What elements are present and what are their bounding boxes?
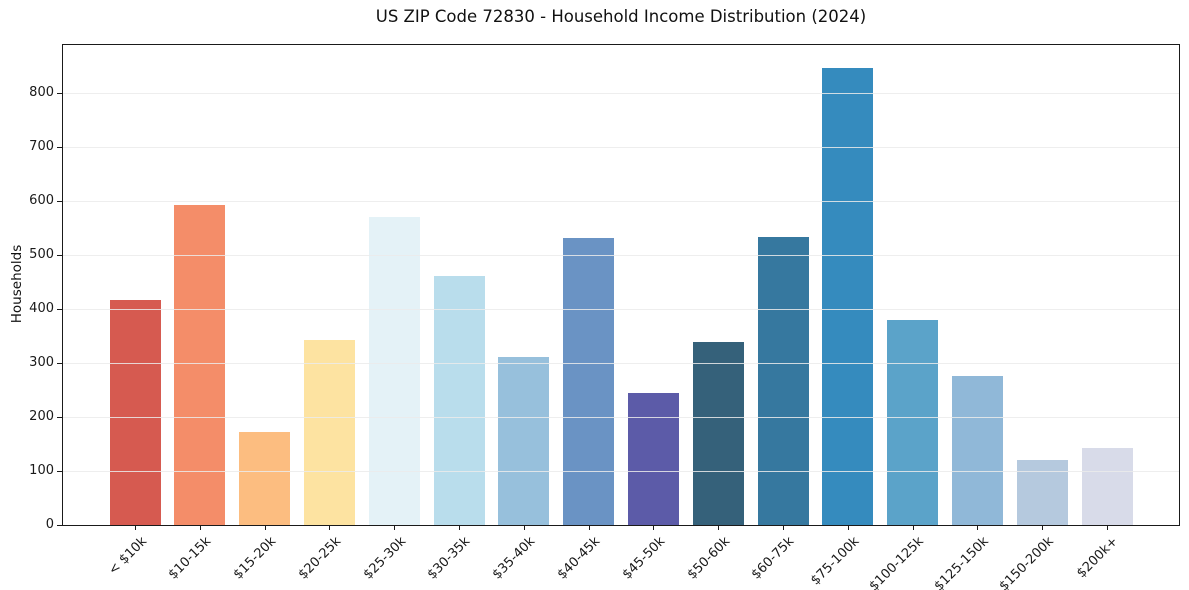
bar xyxy=(239,432,291,525)
x-tick-mark xyxy=(912,526,914,530)
y-tick-mark xyxy=(57,417,62,418)
gridline xyxy=(63,471,1179,472)
y-tick-label: 800 xyxy=(29,85,54,101)
y-tick-label: 500 xyxy=(29,247,54,263)
x-tick-mark xyxy=(199,526,201,530)
y-tick-mark xyxy=(57,147,62,149)
bar xyxy=(368,217,420,525)
x-tick-label: $200k+ xyxy=(1074,534,1122,582)
x-tick-label: $40-45k xyxy=(554,534,604,583)
bar xyxy=(498,357,550,525)
bar xyxy=(303,339,355,525)
y-tick-label: 300 xyxy=(29,355,54,371)
x-tick-mark xyxy=(264,526,266,530)
chart-title: US ZIP Code 72830 - Household Income Dis… xyxy=(375,7,867,26)
x-tick-mark xyxy=(135,526,136,530)
bar xyxy=(109,299,161,525)
y-tick-label: 600 xyxy=(29,193,54,209)
gridline xyxy=(63,417,1179,418)
gridline xyxy=(63,309,1179,311)
x-tick-mark xyxy=(459,526,460,530)
x-tick-mark xyxy=(523,526,525,530)
gridline xyxy=(63,363,1179,365)
x-tick-mark xyxy=(394,526,396,530)
x-tick-label: $150-200k xyxy=(996,534,1057,590)
x-tick-mark xyxy=(718,526,720,530)
x-tick-label: $75-100k xyxy=(808,534,863,589)
gridline xyxy=(63,255,1179,257)
y-tick-mark xyxy=(57,471,62,472)
bar xyxy=(887,319,939,525)
y-tick-label: 400 xyxy=(29,301,54,317)
x-tick-label: $60-75k xyxy=(749,534,798,583)
x-tick-mark xyxy=(783,526,784,530)
y-tick-mark xyxy=(57,309,62,311)
bar xyxy=(951,375,1003,525)
bar xyxy=(627,392,679,525)
y-tick-label: 100 xyxy=(29,463,54,478)
y-tick-mark xyxy=(57,363,62,365)
y-tick-mark xyxy=(57,255,62,257)
gridline xyxy=(63,201,1179,203)
x-tick-label: $45-50k xyxy=(619,534,668,583)
y-tick-mark xyxy=(57,93,62,95)
x-tick-mark xyxy=(588,526,590,530)
gridline xyxy=(63,147,1179,149)
x-tick-label: $50-60k xyxy=(684,534,733,583)
x-tick-label: $30-35k xyxy=(425,534,474,583)
y-tick-mark xyxy=(57,201,62,203)
x-tick-mark xyxy=(1042,526,1044,530)
bar xyxy=(1081,448,1133,525)
y-tick-label: 0 xyxy=(45,517,54,532)
x-tick-label: $125-150k xyxy=(931,534,992,590)
x-tick-mark xyxy=(329,526,331,530)
y-tick-label: 700 xyxy=(29,139,54,155)
x-tick-label: $15-20k xyxy=(230,534,280,583)
y-tick-label: 200 xyxy=(29,409,54,424)
x-tick-label: $35-40k xyxy=(489,534,539,583)
bar xyxy=(692,341,744,525)
gridline xyxy=(63,93,1179,95)
bar xyxy=(174,205,226,525)
y-tick-mark xyxy=(57,525,62,526)
x-tick-label: $20-25k xyxy=(295,534,344,583)
x-tick-label: $100-125k xyxy=(867,534,928,590)
bar xyxy=(563,238,615,525)
x-tick-label: < $10k xyxy=(105,534,150,579)
bar xyxy=(1016,460,1068,525)
x-tick-mark xyxy=(653,526,655,530)
bar xyxy=(822,67,874,525)
plot-area xyxy=(62,44,1180,526)
x-tick-mark xyxy=(847,526,849,530)
x-tick-mark xyxy=(977,526,979,530)
x-tick-label: $25-30k xyxy=(360,534,409,583)
x-tick-label: $10-15k xyxy=(165,534,215,583)
bar xyxy=(433,276,485,525)
bar xyxy=(757,236,809,525)
x-tick-mark xyxy=(1107,526,1108,530)
